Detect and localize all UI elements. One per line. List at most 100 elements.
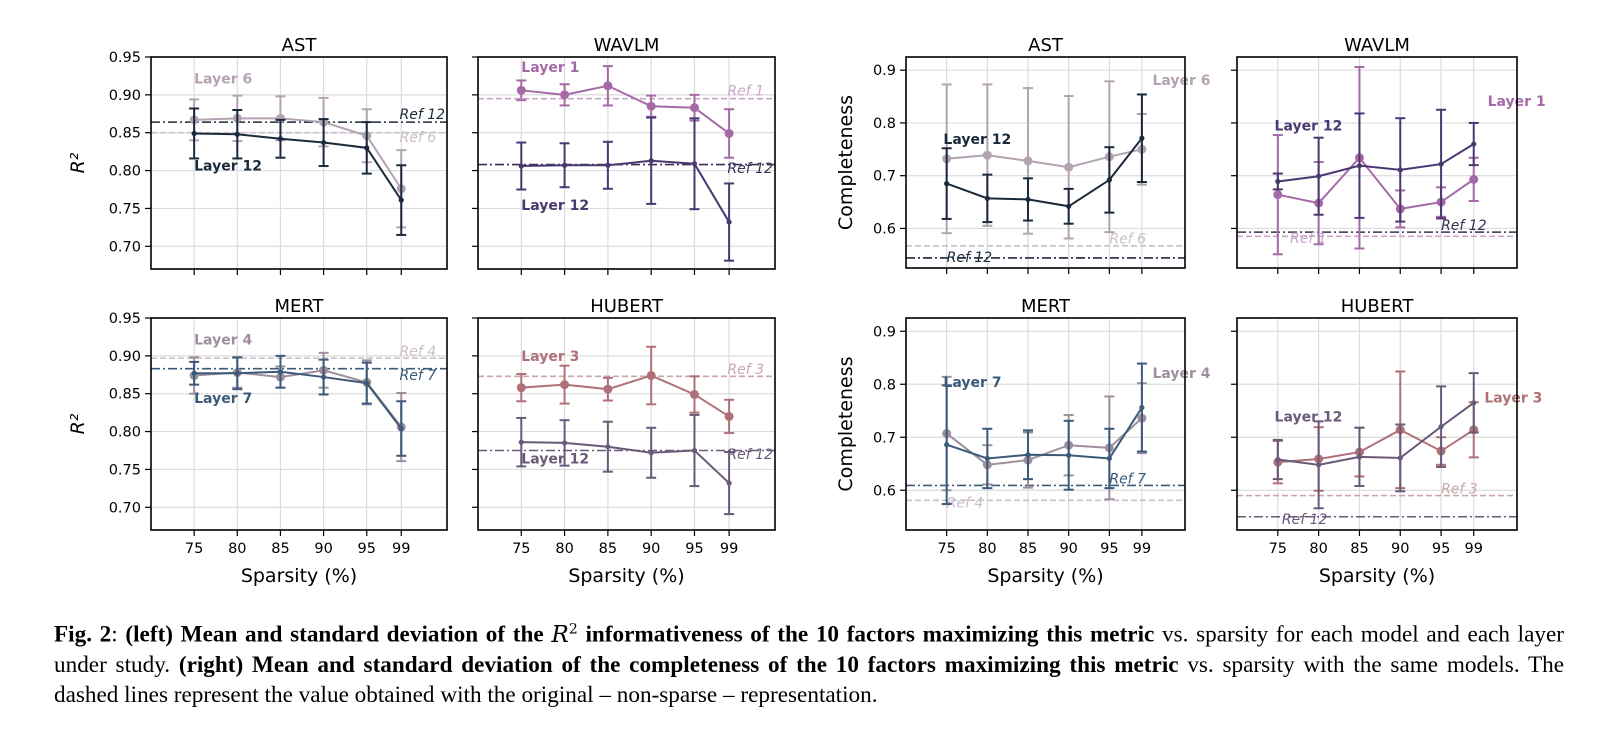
caption-left-bold2: informativeness of the 10 factors maximi… bbox=[577, 621, 1155, 648]
data-point bbox=[1066, 203, 1072, 209]
y-tick-label: 0.70 bbox=[109, 500, 141, 516]
series-line bbox=[1277, 143, 1475, 183]
series-layer-3 bbox=[1272, 370, 1479, 492]
x-tick-label: 95 bbox=[685, 541, 703, 557]
y-tick-label: 0.80 bbox=[109, 425, 141, 441]
ref-label: Ref 7 bbox=[400, 368, 437, 384]
series-label: Layer 6 bbox=[1152, 73, 1210, 89]
series-layer-7 bbox=[189, 354, 407, 457]
figure-caption: Fig. 2: (left) Mean and standard deviati… bbox=[54, 614, 1564, 710]
x-tick-label: 85 bbox=[1350, 541, 1368, 557]
y-tick-label: 0.6 bbox=[873, 221, 896, 237]
caption-r2-sup: 2 bbox=[568, 621, 578, 637]
axes-frame bbox=[477, 317, 776, 531]
x-tick-label: 99 bbox=[720, 541, 738, 557]
ref-label: Ref 3 bbox=[727, 362, 764, 378]
data-point bbox=[726, 480, 732, 486]
panel-title: WAVLM bbox=[1344, 35, 1410, 56]
data-point bbox=[648, 450, 654, 456]
panel-title: AST bbox=[1028, 35, 1064, 56]
ref-label: Ref 12 bbox=[400, 107, 446, 123]
data-point bbox=[1106, 177, 1112, 183]
y-tick-label: 0.70 bbox=[109, 239, 141, 255]
series-line bbox=[946, 407, 1143, 460]
y-axis-label: R² bbox=[67, 152, 89, 173]
axes-frame bbox=[150, 56, 448, 270]
series-line bbox=[521, 84, 730, 135]
data-point bbox=[398, 197, 404, 203]
y-tick-label: 0.9 bbox=[873, 63, 896, 79]
data-point bbox=[726, 219, 732, 225]
data-point bbox=[1106, 455, 1112, 462]
panel-left-top-left: 0.70 0.75 0.80 0.85 0.90 0.95 Ref 12 Ref 6 Layer… bbox=[67, 35, 448, 275]
x-tick-label: 99 bbox=[1133, 541, 1151, 557]
data-point bbox=[320, 139, 327, 146]
data-point bbox=[1316, 462, 1322, 468]
series-label: Layer 12 bbox=[194, 159, 262, 175]
series-layer-12 bbox=[516, 116, 735, 262]
y-axis-label: Completeness bbox=[835, 356, 857, 491]
y-tick-label: 0.90 bbox=[109, 88, 141, 104]
axes-frame bbox=[905, 56, 1186, 269]
y-tick-label: 0.7 bbox=[873, 169, 896, 185]
x-tick-label: 85 bbox=[599, 541, 617, 557]
caption-colon: : bbox=[111, 621, 126, 648]
data-point bbox=[561, 162, 568, 168]
series-layer-12 bbox=[516, 413, 735, 516]
x-tick-label: 95 bbox=[1432, 541, 1450, 557]
data-point bbox=[605, 162, 611, 168]
data-point bbox=[518, 439, 524, 445]
data-point bbox=[1066, 452, 1072, 458]
data-point bbox=[560, 380, 570, 390]
x-axis-label: Sparsity (%) bbox=[568, 565, 684, 587]
data-point bbox=[1316, 173, 1322, 179]
x-tick-label: 75 bbox=[185, 541, 203, 557]
series-layer-6 bbox=[941, 80, 1147, 240]
series-label: Layer 12 bbox=[943, 132, 1011, 148]
data-point bbox=[1275, 456, 1281, 463]
data-point bbox=[1397, 167, 1403, 173]
data-point bbox=[689, 103, 699, 113]
ref-label: Ref 1 bbox=[1290, 231, 1327, 247]
panel-title: MERT bbox=[1021, 296, 1071, 317]
series-line bbox=[946, 417, 1143, 466]
panel-left-top-right: Ref 1 Ref 12 Layer 1 Layer 12 WAVLM bbox=[472, 35, 776, 275]
series-layer-12 bbox=[1272, 108, 1479, 223]
data-point bbox=[646, 101, 656, 111]
series-label: Layer 3 bbox=[521, 349, 579, 365]
y-tick-label: 0.85 bbox=[109, 126, 141, 142]
ref-label: Ref 4 bbox=[947, 496, 984, 512]
data-point bbox=[516, 85, 526, 95]
data-point bbox=[605, 444, 611, 450]
data-point bbox=[277, 136, 284, 142]
x-tick-label: 95 bbox=[358, 541, 376, 557]
data-point bbox=[1273, 190, 1283, 200]
panel-right-bottom-right: 75 80 85 90 95 99 Ref 3 Ref 12 Layer 3 Layer 12 HU… bbox=[1231, 296, 1542, 587]
x-tick-label: 90 bbox=[642, 541, 660, 557]
x-tick-label: 80 bbox=[228, 541, 246, 557]
x-tick-label: 85 bbox=[1019, 541, 1037, 557]
axes-frame bbox=[1236, 317, 1518, 531]
data-point bbox=[1064, 162, 1074, 172]
x-axis-label: Sparsity (%) bbox=[987, 565, 1103, 587]
data-point bbox=[320, 374, 327, 380]
axes-frame bbox=[1236, 56, 1518, 269]
data-point bbox=[691, 161, 698, 167]
series-label: Layer 12 bbox=[1275, 118, 1343, 134]
data-point bbox=[984, 455, 990, 462]
ref-label: Ref 3 bbox=[1441, 481, 1478, 497]
x-tick-label: 80 bbox=[1309, 541, 1327, 557]
y-tick-label: 0.8 bbox=[873, 116, 896, 132]
series-line bbox=[521, 441, 730, 484]
x-tick-label: 90 bbox=[314, 541, 332, 557]
data-point bbox=[1471, 141, 1477, 147]
series-label: Layer 12 bbox=[521, 198, 589, 214]
data-point bbox=[234, 370, 240, 376]
series-line bbox=[194, 370, 403, 430]
data-point bbox=[1469, 174, 1479, 184]
panel-title: WAVLM bbox=[594, 35, 660, 56]
y-tick-label: 0.9 bbox=[873, 324, 896, 340]
y-axis-label: R² bbox=[67, 413, 89, 434]
ref-label: Ref 12 bbox=[947, 250, 993, 266]
